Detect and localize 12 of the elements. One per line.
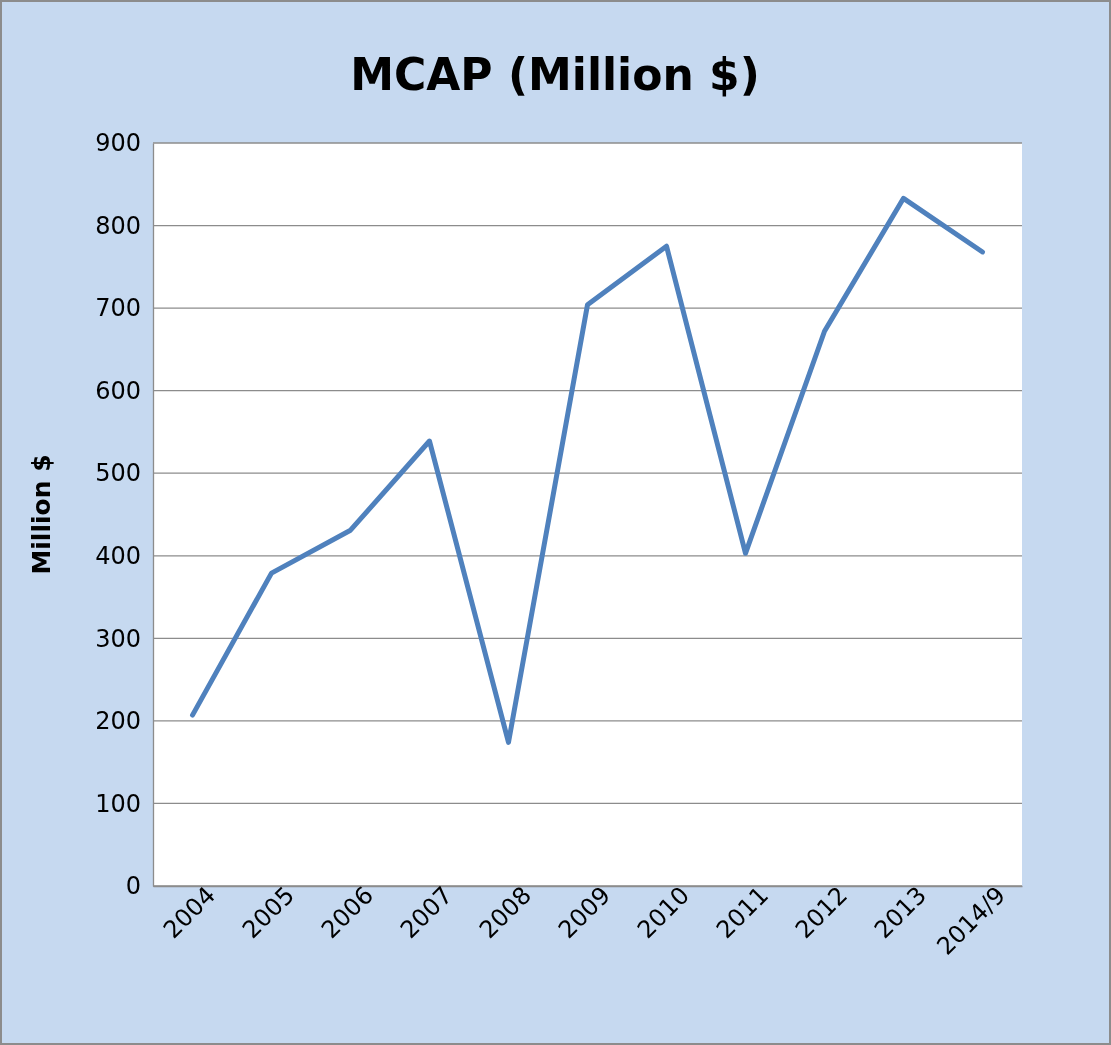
- y-axis-title: Million $: [27, 454, 56, 575]
- y-tick-label: 400: [95, 541, 141, 570]
- y-tick-label: 0: [125, 872, 141, 901]
- y-tick-label: 900: [95, 129, 141, 158]
- y-tick-label: 300: [95, 624, 141, 653]
- y-tick-label: 700: [95, 294, 141, 323]
- y-tick-label: 600: [95, 376, 141, 405]
- y-tick-label: 500: [95, 459, 141, 488]
- y-tick-label: 800: [95, 211, 141, 240]
- y-tick-label: 200: [95, 707, 141, 736]
- chart-title: MCAP (Million $): [350, 49, 760, 100]
- y-tick-label: 100: [95, 789, 141, 818]
